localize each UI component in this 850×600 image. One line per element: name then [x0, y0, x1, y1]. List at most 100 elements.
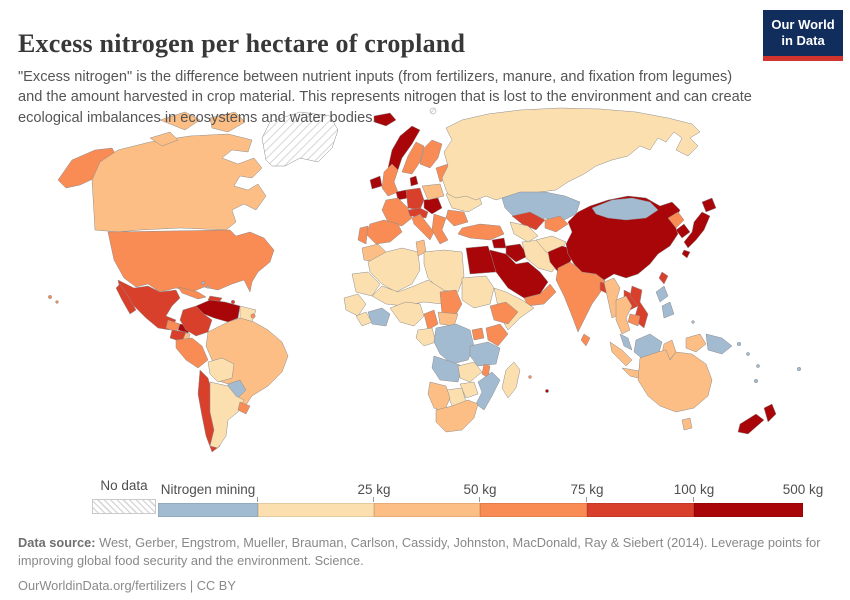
country-vietnam[interactable]	[629, 285, 649, 329]
country-iceland[interactable]	[373, 112, 397, 127]
country-mauritius[interactable]	[545, 389, 549, 393]
country-united-kingdom[interactable]	[381, 163, 399, 197]
country-sweden[interactable]	[401, 141, 425, 175]
country-alpine-region[interactable]	[407, 207, 429, 219]
country-germany[interactable]	[405, 187, 425, 211]
country-bolivia[interactable]	[207, 357, 235, 383]
country-kyrgyzstan-tajikistan[interactable]	[544, 215, 569, 233]
country-mongolia[interactable]	[591, 197, 659, 221]
country-papua-new-guinea[interactable]	[705, 333, 733, 355]
country-sumatra[interactable]	[609, 341, 633, 367]
attribution-link[interactable]: OurWorldinData.org/fertilizers | CC BY	[18, 577, 236, 593]
country-pacific-islands[interactable]	[796, 366, 802, 372]
country-ireland[interactable]	[369, 175, 383, 190]
legend-bucket-50kg[interactable]: 50 kg	[374, 482, 497, 517]
country-cameroon[interactable]	[423, 309, 439, 331]
country-senegal-guinea[interactable]	[343, 293, 367, 317]
country-zimbabwe[interactable]	[459, 381, 479, 399]
country-chad[interactable]	[439, 289, 463, 319]
country-balkans[interactable]	[431, 213, 449, 245]
country-taiwan[interactable]	[658, 271, 669, 285]
legend-bucket-75kg[interactable]: 75 kg	[480, 482, 604, 517]
country-ghana-ivory-coast[interactable]	[367, 307, 391, 327]
country-french-guiana[interactable]	[250, 313, 256, 319]
country-comoros[interactable]	[528, 375, 532, 379]
country-usa[interactable]	[107, 229, 275, 293]
country-tasmania[interactable]	[681, 417, 693, 431]
country-china[interactable]	[565, 195, 681, 281]
country-uganda[interactable]	[471, 327, 485, 341]
country-gabon-congo[interactable]	[415, 327, 437, 347]
country-syria[interactable]	[491, 237, 507, 249]
country-west-papua[interactable]	[685, 333, 707, 353]
country-philippines[interactable]	[661, 301, 675, 319]
country-japan-honshu[interactable]	[683, 211, 711, 249]
country-canada-arctic[interactable]	[149, 131, 179, 147]
country-mozambique[interactable]	[475, 371, 501, 411]
country-south-africa[interactable]	[435, 399, 479, 433]
country-canada[interactable]	[91, 133, 267, 233]
country-turkey[interactable]	[457, 223, 505, 241]
country-tanzania[interactable]	[469, 341, 501, 367]
country-peru[interactable]	[175, 337, 209, 369]
country-nigeria[interactable]	[389, 301, 425, 327]
country-mexico[interactable]	[117, 279, 181, 331]
country-algeria[interactable]	[367, 247, 421, 293]
country-sudan[interactable]	[461, 275, 495, 309]
country-cuba[interactable]	[177, 286, 207, 300]
legend-bucket-nitrogen-mining[interactable]: Nitrogen mining	[158, 482, 258, 517]
country-denmark[interactable]	[409, 175, 419, 187]
country-turkmenistan[interactable]	[509, 221, 539, 243]
country-uzbekistan[interactable]	[511, 211, 546, 231]
country-central-african-republic[interactable]	[437, 311, 459, 327]
country-trinidad[interactable]	[230, 299, 236, 305]
country-dr-congo[interactable]	[433, 323, 475, 365]
country-hawaii[interactable]	[55, 300, 59, 304]
country-baja-california[interactable]	[115, 283, 137, 315]
country-philippines[interactable]	[655, 285, 669, 303]
country-thailand[interactable]	[615, 295, 633, 335]
country-norway[interactable]	[387, 125, 421, 171]
country-pacific-islands[interactable]	[736, 341, 742, 347]
country-pacific-islands[interactable]	[753, 378, 759, 384]
legend-bucket-500kg[interactable]: 500 kg	[694, 482, 823, 517]
country-kenya[interactable]	[485, 323, 509, 347]
country-iraq[interactable]	[505, 243, 529, 263]
legend-bucket-100kg[interactable]: 100 kg	[587, 482, 714, 517]
country-japan-hokkaido[interactable]	[701, 197, 717, 213]
country-new-zealand-south[interactable]	[737, 413, 765, 435]
country-italy[interactable]	[411, 213, 435, 241]
country-japan-kyushu[interactable]	[681, 249, 691, 259]
country-new-zealand-north[interactable]	[763, 403, 777, 423]
country-hawaii[interactable]	[48, 295, 52, 299]
country-australia[interactable]	[637, 349, 713, 413]
country-egypt[interactable]	[465, 245, 497, 275]
country-pacific-islands[interactable]	[756, 364, 760, 368]
country-bahamas[interactable]	[201, 281, 205, 285]
country-pacific-islands[interactable]	[746, 352, 750, 356]
country-spain[interactable]	[365, 219, 403, 245]
legend-bucket-25kg[interactable]: 25 kg	[258, 482, 391, 517]
country-canada-arctic[interactable]	[209, 111, 246, 133]
owid-logo[interactable]: Our World in Data	[763, 10, 843, 61]
country-sri-lanka[interactable]	[580, 333, 591, 347]
country-france[interactable]	[381, 197, 413, 227]
country-madagascar[interactable]	[501, 361, 521, 399]
country-bahamas[interactable]	[206, 285, 210, 289]
country-libya[interactable]	[423, 249, 465, 293]
country-cambodia[interactable]	[627, 313, 641, 327]
country-pacific-islands[interactable]	[691, 320, 695, 324]
country-finland[interactable]	[419, 139, 443, 169]
country-zambia[interactable]	[457, 361, 483, 383]
country-south-korea[interactable]	[675, 223, 691, 239]
legend-no-data-swatch[interactable]	[92, 499, 156, 514]
country-canada-arctic[interactable]	[159, 111, 201, 131]
country-uruguay[interactable]	[237, 401, 251, 415]
country-north-korea[interactable]	[667, 211, 685, 229]
country-greenland[interactable]	[261, 111, 339, 167]
country-malaysia-peninsula[interactable]	[619, 333, 633, 351]
country-portugal[interactable]	[357, 225, 369, 245]
country-poland[interactable]	[421, 183, 445, 201]
country-venezuela[interactable]	[195, 299, 241, 323]
country-angola[interactable]	[431, 355, 463, 383]
